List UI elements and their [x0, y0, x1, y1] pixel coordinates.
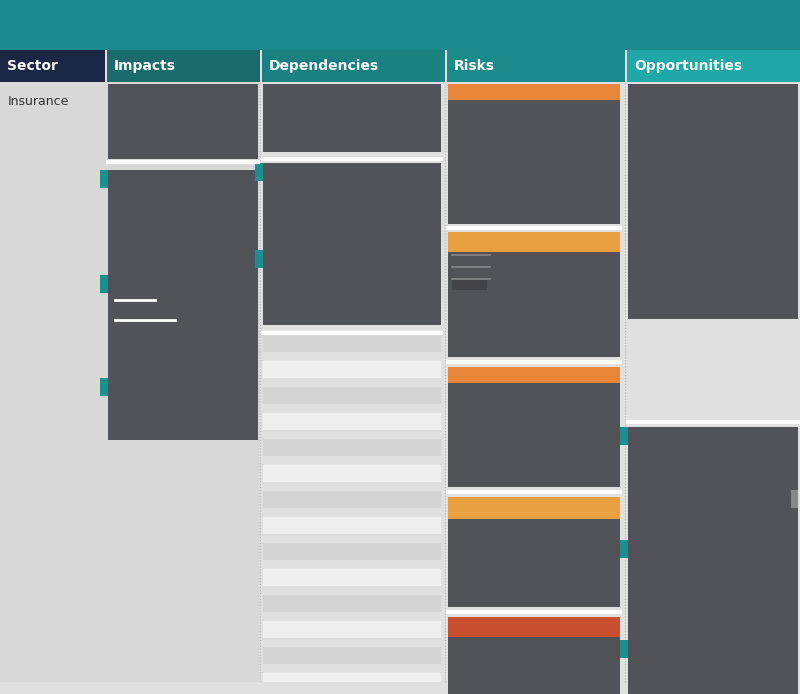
Bar [0, 82, 260, 682]
Bar [263, 647, 441, 664]
Bar [0, 0, 800, 50]
Bar [448, 232, 620, 252]
Text: Risks: Risks [454, 59, 495, 73]
Bar [263, 361, 441, 378]
Bar [263, 439, 441, 456]
Bar [448, 617, 620, 637]
Bar [448, 497, 620, 519]
Bar [263, 543, 441, 560]
Bar [0, 50, 105, 82]
Bar [263, 595, 441, 612]
Bar [263, 387, 441, 404]
Bar [263, 84, 441, 152]
Bar [263, 673, 441, 682]
Bar [448, 232, 620, 357]
Bar [107, 50, 260, 82]
Bar [448, 84, 620, 224]
Bar [263, 491, 441, 508]
Text: Dependencies: Dependencies [269, 59, 379, 73]
Bar [100, 378, 108, 396]
Bar [263, 621, 441, 638]
Bar [108, 84, 258, 159]
Bar [255, 163, 263, 181]
Bar [628, 84, 798, 319]
Bar [627, 50, 800, 82]
Bar [620, 427, 628, 445]
Bar [263, 413, 441, 430]
Bar [447, 50, 625, 82]
Bar [100, 170, 108, 188]
Bar [263, 163, 441, 325]
Bar [448, 367, 620, 487]
Bar [620, 640, 628, 658]
Bar [448, 497, 620, 607]
Bar [262, 50, 445, 82]
Bar [628, 427, 798, 694]
Text: Opportunities: Opportunities [634, 59, 742, 73]
Bar [452, 280, 487, 290]
Bar [448, 617, 620, 694]
Bar [263, 517, 441, 534]
Text: Sector: Sector [7, 59, 58, 73]
Bar [791, 490, 798, 508]
Bar [263, 465, 441, 482]
Bar [108, 170, 258, 440]
Bar [263, 335, 441, 352]
Bar [100, 275, 108, 293]
Bar [448, 84, 620, 100]
Bar [255, 250, 263, 268]
Bar [620, 540, 628, 558]
Text: Impacts: Impacts [114, 59, 176, 73]
Bar [263, 569, 441, 586]
Text: Insurance: Insurance [8, 95, 70, 108]
Bar [448, 367, 620, 383]
